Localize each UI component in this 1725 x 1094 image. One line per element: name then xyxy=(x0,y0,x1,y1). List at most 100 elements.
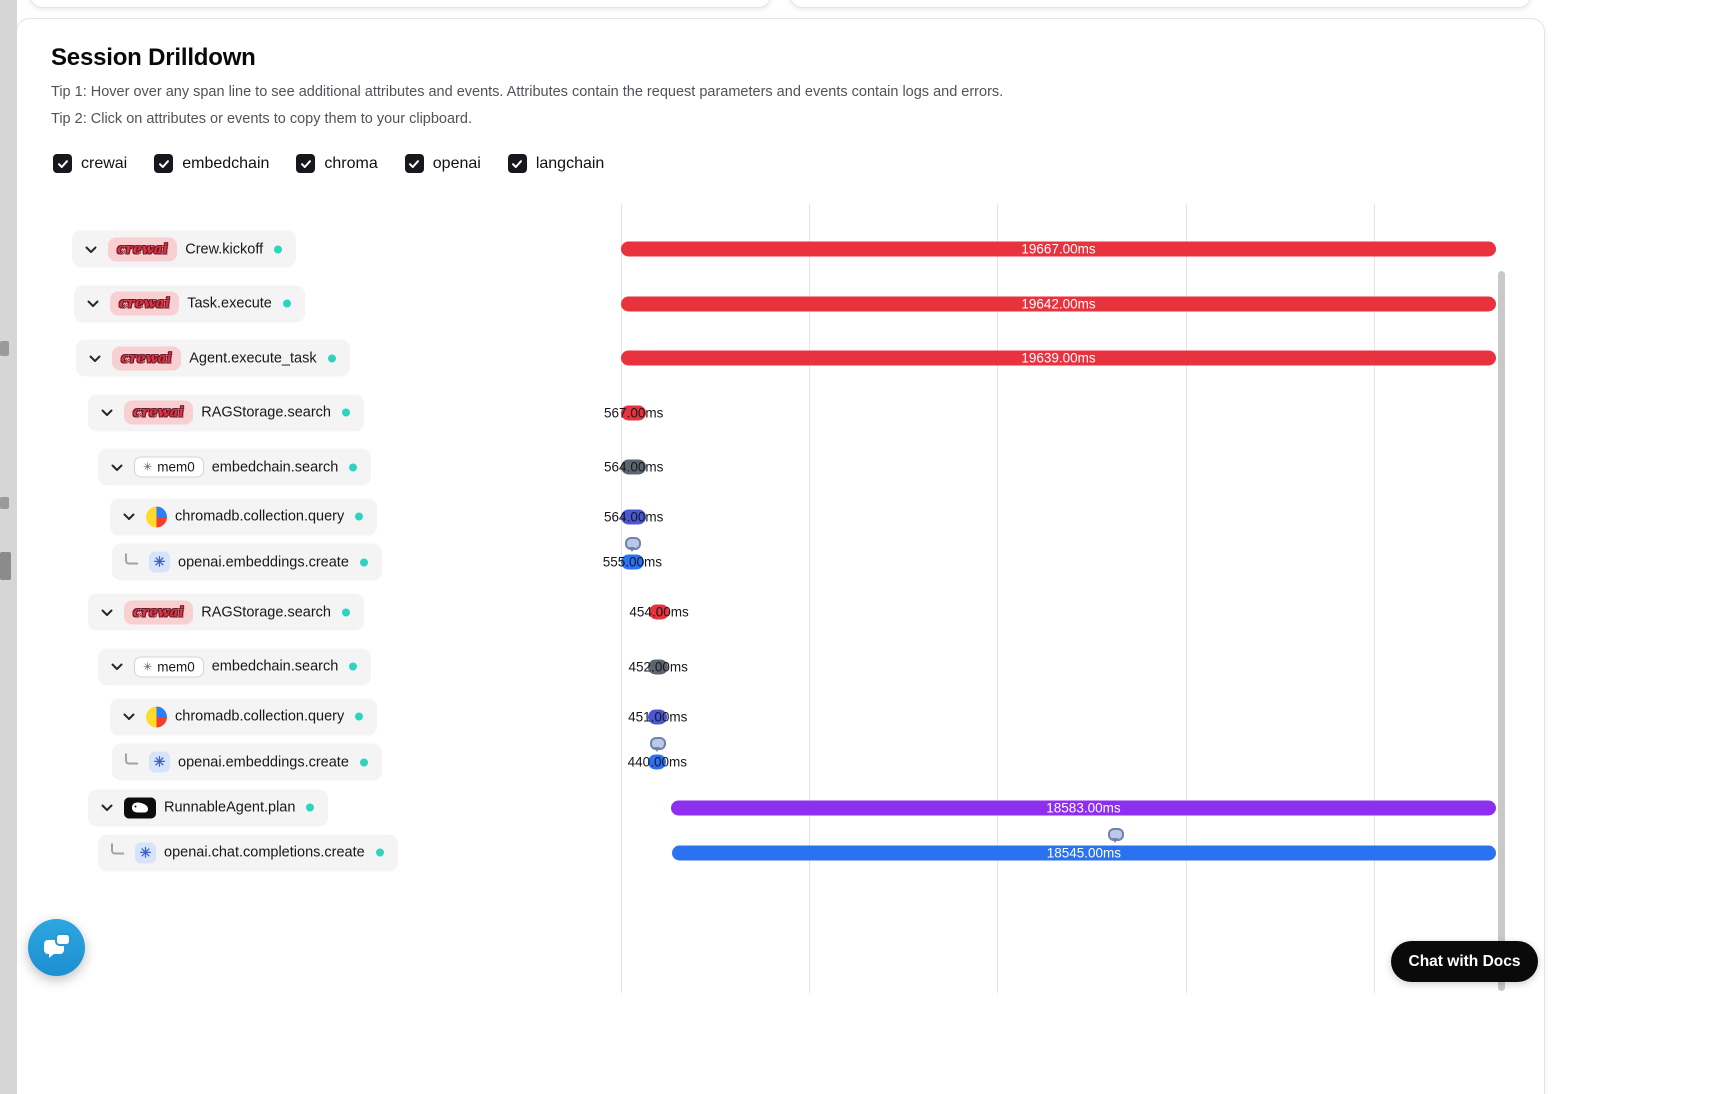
span-bar[interactable] xyxy=(621,509,647,524)
checkbox-checked-icon[interactable] xyxy=(404,154,424,173)
trace-waterfall: crewai Crew.kickoff 19667.00ms crewai xyxy=(17,204,1544,993)
vertical-scrollbar[interactable] xyxy=(1498,271,1505,991)
page-edge-artifact xyxy=(0,497,9,509)
page-edge-artifact xyxy=(0,552,11,580)
event-bubble-icon[interactable] xyxy=(625,537,642,552)
chevron-down-icon[interactable] xyxy=(98,404,116,422)
checkbox-checked-icon[interactable] xyxy=(53,154,72,173)
chevron-down-icon[interactable] xyxy=(108,458,126,476)
span-bar[interactable] xyxy=(621,459,647,475)
chevron-down-icon[interactable] xyxy=(120,508,138,526)
tree-elbow-icon xyxy=(125,753,138,764)
chevron-down-icon[interactable] xyxy=(82,240,100,258)
openai-logo-icon: ✳ xyxy=(149,551,170,573)
duration-label: 564.00ms xyxy=(604,509,664,524)
span-bar[interactable] xyxy=(621,405,647,420)
span-bar[interactable] xyxy=(671,845,1496,860)
duration-label: 454.00ms xyxy=(629,604,689,620)
span-label[interactable]: ✳ mem0 embedchain.search xyxy=(98,448,372,486)
status-dot xyxy=(355,712,364,721)
span-bar[interactable] xyxy=(649,604,670,620)
span-label[interactable]: crewai Crew.kickoff xyxy=(72,230,297,268)
filter-label: chroma xyxy=(324,154,378,172)
filter-label: crewai xyxy=(81,154,128,172)
span-bar[interactable] xyxy=(621,554,644,570)
duration-label: 440.00ms xyxy=(627,754,687,770)
span-label[interactable]: ✳ openai.embeddings.create xyxy=(112,543,382,581)
span-bar[interactable] xyxy=(670,800,1496,815)
trace-row: ✳ openai.chat.completions.create 18545.0… xyxy=(17,828,1544,875)
span-label[interactable]: ✳ openai.chat.completions.create xyxy=(98,834,398,871)
span-label[interactable]: RunnableAgent.plan xyxy=(88,789,329,826)
timeline-area: 564.00ms xyxy=(604,440,1496,494)
openai-logo-icon: ✳ xyxy=(149,751,170,773)
chat-bubbles-icon xyxy=(42,932,72,964)
tree-elbow-icon xyxy=(125,553,138,564)
filter-label: langchain xyxy=(535,154,605,172)
trace-filter[interactable]: openai xyxy=(404,154,481,173)
trace-filter[interactable]: langchain xyxy=(507,154,605,173)
chevron-down-icon[interactable] xyxy=(98,799,116,817)
top-card-right xyxy=(790,0,1531,8)
event-bubble-icon[interactable] xyxy=(1108,828,1125,843)
status-dot xyxy=(327,354,336,362)
mem0-logo-icon: ✳ mem0 xyxy=(134,456,204,478)
chat-with-docs-button[interactable]: Chat with Docs xyxy=(1391,941,1538,982)
status-dot xyxy=(359,758,368,766)
span-name: embedchain.search xyxy=(211,658,339,675)
timeline-gridline xyxy=(621,204,622,993)
status-dot xyxy=(375,848,384,857)
mem0-asterisk-icon: ✳ xyxy=(143,661,153,673)
trace-filter[interactable]: chroma xyxy=(296,154,378,173)
span-label[interactable]: crewai RAGStorage.search xyxy=(88,394,364,431)
timeline-area: 19642.00ms xyxy=(621,276,1496,331)
span-label[interactable]: chromadb.collection.query xyxy=(110,698,378,735)
chevron-down-icon[interactable] xyxy=(108,658,126,676)
span-label[interactable]: crewai Task.execute xyxy=(74,285,305,322)
span-label[interactable]: ✳ openai.embeddings.create xyxy=(112,743,382,781)
langchain-logo-icon xyxy=(124,797,156,818)
span-name: Task.execute xyxy=(187,295,272,312)
span-label[interactable]: crewai Agent.execute_task xyxy=(76,339,350,377)
timeline-area: 555.00ms xyxy=(603,537,1496,585)
span-bar[interactable] xyxy=(621,296,1496,311)
chroma-logo-icon xyxy=(146,506,167,527)
trace-filter[interactable]: embedchain xyxy=(154,154,269,173)
span-bar[interactable] xyxy=(648,709,668,724)
filter-label: openai xyxy=(432,154,481,172)
checkbox-checked-icon[interactable] xyxy=(296,154,316,173)
chevron-down-icon[interactable] xyxy=(84,295,102,313)
chat-widget-button[interactable] xyxy=(28,919,85,976)
checkbox-checked-icon[interactable] xyxy=(507,154,527,173)
span-label[interactable]: crewai RAGStorage.search xyxy=(88,593,364,631)
timeline-area: 567.00ms xyxy=(604,385,1496,440)
chevron-down-icon[interactable] xyxy=(98,603,116,621)
span-label[interactable]: chromadb.collection.query xyxy=(110,498,378,535)
chevron-down-icon[interactable] xyxy=(120,708,138,726)
filter-label: embedchain xyxy=(182,154,270,172)
span-name: embedchain.search xyxy=(211,459,339,475)
span-bar[interactable] xyxy=(621,241,1496,257)
chroma-logo-icon xyxy=(146,706,167,727)
mem0-logo-icon: ✳ mem0 xyxy=(134,656,204,677)
status-dot xyxy=(282,299,291,308)
span-name: Agent.execute_task xyxy=(189,350,317,366)
timeline-gridline xyxy=(997,204,998,993)
trace-row: crewai Crew.kickoff 19667.00ms xyxy=(17,222,1544,276)
span-name: openai.chat.completions.create xyxy=(164,844,365,861)
tip-2-text: Tip 2: Click on attributes or events to … xyxy=(51,111,472,127)
tree-elbow-icon xyxy=(111,843,124,855)
duration-label: 452.00ms xyxy=(628,659,688,674)
trace-filter[interactable]: crewai xyxy=(53,154,127,173)
status-dot xyxy=(349,662,358,671)
span-name: chromadb.collection.query xyxy=(175,708,345,725)
event-bubble-icon[interactable] xyxy=(649,737,666,752)
chevron-down-icon[interactable] xyxy=(86,349,104,367)
span-bar[interactable] xyxy=(648,659,669,674)
span-label[interactable]: ✳ mem0 embedchain.search xyxy=(98,648,372,685)
checkbox-checked-icon[interactable] xyxy=(154,154,174,173)
span-bar[interactable] xyxy=(621,350,1496,366)
span-bar[interactable] xyxy=(648,754,667,770)
status-dot xyxy=(355,512,364,521)
timeline-area: 18583.00ms xyxy=(621,785,1496,830)
